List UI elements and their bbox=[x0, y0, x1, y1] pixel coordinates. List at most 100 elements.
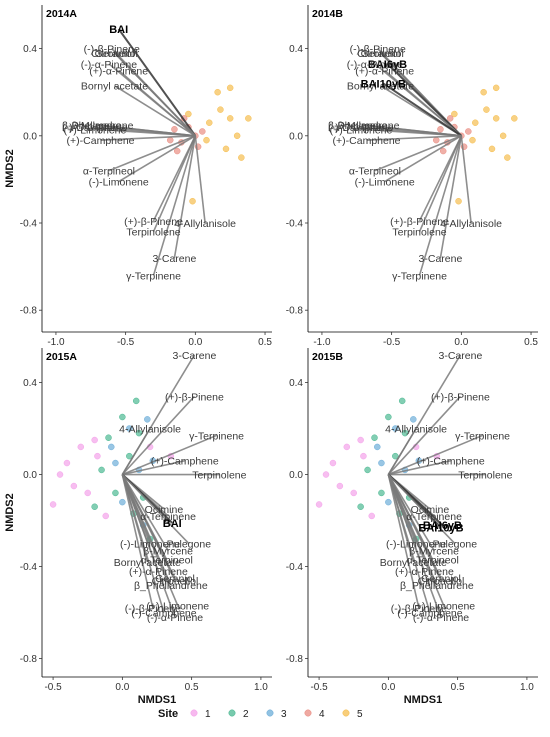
vector-label: (-)-Limonene bbox=[386, 539, 446, 551]
site-1-point bbox=[84, 489, 91, 497]
vector-label: (-)-α-Pinene bbox=[347, 59, 403, 71]
site-1-point bbox=[336, 482, 344, 490]
vector-label: (+)-α-Pinene bbox=[89, 65, 148, 77]
vector-label: 3-Carene bbox=[419, 253, 463, 265]
site-5-point bbox=[492, 84, 500, 92]
vector-line bbox=[382, 82, 462, 137]
site-1-point bbox=[368, 512, 375, 520]
y-tick-label: -0.4 bbox=[286, 219, 304, 230]
y-tick-label: 0.0 bbox=[23, 131, 37, 142]
vector-line bbox=[121, 473, 190, 545]
site-1-point bbox=[56, 471, 64, 478]
site-5-point bbox=[206, 119, 213, 126]
site-4-point bbox=[437, 126, 444, 133]
vector-label: (+)-Limonene bbox=[146, 601, 209, 613]
vector-label: (+)-α-Pinene bbox=[395, 566, 454, 578]
site-3-point bbox=[112, 459, 119, 467]
vector-label: Terpinolene bbox=[392, 227, 446, 239]
x-tick-label: -0.5 bbox=[383, 337, 401, 348]
vector-label: (-)-β-Pinene bbox=[84, 44, 140, 56]
site-2-point bbox=[112, 489, 119, 497]
vector-label: (+)-β-Pinene bbox=[165, 391, 224, 403]
site-4-point bbox=[199, 128, 206, 135]
vector-label: β-Myrcene bbox=[143, 545, 193, 557]
vector-label: Bornyl acetate bbox=[380, 557, 447, 569]
vector-line bbox=[114, 84, 196, 137]
vector-label: α-Terpineol bbox=[141, 555, 193, 567]
x-tick-label: 0.0 bbox=[381, 682, 395, 693]
x-tick-label: -0.5 bbox=[310, 682, 328, 693]
site-2-point bbox=[385, 413, 392, 421]
vector-label: (-)-α-Pinene bbox=[147, 612, 203, 624]
vector-label: β-Myrcene bbox=[337, 120, 387, 132]
site-4-point bbox=[465, 128, 472, 135]
vector-label: Citronellol bbox=[91, 48, 138, 60]
vector-label: Geraniol bbox=[361, 48, 401, 60]
legend-label: 4 bbox=[319, 709, 325, 720]
x-tick-label: 0.5 bbox=[185, 682, 199, 693]
vector-line bbox=[384, 135, 462, 183]
vector-label: 4-Allylanisole bbox=[440, 218, 502, 230]
site-2-point bbox=[371, 434, 378, 441]
site-5-point bbox=[238, 154, 245, 161]
vector-label: Ocimine bbox=[145, 504, 184, 516]
vector-label: (-)-β-Pinene bbox=[125, 603, 181, 615]
vector-label: α-Terpineol bbox=[349, 166, 401, 178]
x-tick-label: 1.0 bbox=[254, 682, 268, 693]
site-5-point bbox=[451, 110, 458, 118]
vector-label: β_Phellandrene bbox=[134, 580, 208, 592]
y-tick-label: -0.4 bbox=[20, 562, 38, 573]
vector-label: (+)-α-Pinene bbox=[129, 566, 188, 578]
vector-line bbox=[108, 135, 196, 172]
vector-label: β-Phellandrene bbox=[328, 120, 400, 132]
y-tick-label: -0.4 bbox=[20, 219, 38, 230]
vector-label: BAI6yB bbox=[368, 59, 407, 71]
panel-title: 2015A bbox=[46, 351, 77, 363]
x-tick-label: 0.0 bbox=[188, 337, 202, 348]
vector-label: β-Myrcene bbox=[71, 120, 121, 132]
vector-label: 4-Allylanisole bbox=[385, 424, 447, 436]
vector-line bbox=[173, 135, 197, 259]
legend-label: 1 bbox=[205, 709, 211, 720]
vector-label: α-Terpinene bbox=[406, 511, 462, 523]
panel-2014B: 0.4 0.0 -0.4 -0.8 -1.0 -0.5 0.0 0.5 2014B (-)-β-P… bbox=[286, 5, 538, 348]
site-4-point bbox=[166, 136, 174, 144]
vector-label: γ-Terpinene bbox=[126, 270, 181, 282]
vector-label: Ocimine bbox=[411, 504, 450, 516]
vector-line bbox=[96, 124, 196, 137]
legend-swatch-5 bbox=[342, 709, 350, 717]
site-2-point bbox=[401, 429, 409, 437]
panel-title: 2014A bbox=[46, 8, 77, 20]
vector-line bbox=[418, 135, 463, 276]
vector-label: Geraniol bbox=[421, 573, 461, 585]
vector-label: (+)-Limonene bbox=[64, 124, 127, 136]
vector-label: α-Terpinene bbox=[140, 511, 196, 523]
y-tick-label: -0.8 bbox=[286, 306, 304, 317]
vector-label: (+)-Camphene bbox=[67, 135, 135, 147]
vector-label: BAI bbox=[163, 518, 182, 530]
vector-label: (-)-α-Pinene bbox=[413, 612, 469, 624]
x-tick-label: 0.0 bbox=[115, 682, 129, 693]
x-tick-label: -0.5 bbox=[117, 337, 135, 348]
site-1-point bbox=[63, 459, 71, 467]
vector-label: (-)-Camphene bbox=[397, 608, 463, 620]
site-5-point bbox=[189, 197, 196, 205]
site-5-point bbox=[214, 88, 221, 96]
vector-label: β-Myrcene bbox=[409, 545, 459, 557]
x-tick-label: 0.5 bbox=[451, 682, 465, 693]
vector-label: (+)-Limonene bbox=[330, 124, 393, 136]
vector-label: Bornyl acetate bbox=[81, 81, 148, 93]
site-3-point bbox=[392, 425, 399, 432]
vector-line bbox=[121, 428, 151, 475]
vector-label: BAI10yB bbox=[361, 78, 406, 90]
site-3-point bbox=[144, 416, 151, 423]
vector-line bbox=[387, 428, 417, 475]
site-5-point bbox=[455, 197, 462, 205]
vector-label: (+)-Camphene bbox=[151, 456, 219, 468]
vector-label: γ-Terpinene bbox=[455, 430, 510, 442]
vector-line bbox=[118, 69, 196, 137]
legend-title: Site bbox=[158, 708, 178, 720]
vector-line bbox=[121, 474, 169, 551]
site-1-point bbox=[77, 443, 85, 451]
site-5-point bbox=[245, 115, 252, 122]
